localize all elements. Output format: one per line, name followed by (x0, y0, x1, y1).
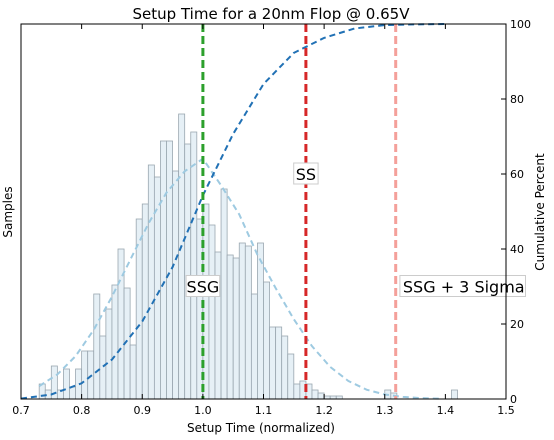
x-axis-label: Setup Time (normalized) (187, 421, 335, 435)
histogram-bar (232, 257, 240, 400)
y2-tick-label: 0 (510, 393, 517, 406)
y-axis-label: Samples (1, 186, 15, 237)
histogram-bar (172, 170, 180, 400)
x-tick-label: 1.4 (437, 404, 455, 417)
histogram-bar (208, 224, 216, 400)
histogram-bar (99, 335, 107, 400)
x-tick-label: 1.3 (376, 404, 394, 417)
histogram-bar (81, 350, 89, 400)
histogram-bar (63, 368, 70, 400)
marker-lines (201, 24, 398, 399)
histogram-bar (238, 242, 246, 400)
x-tick-label: 1.5 (497, 404, 515, 417)
y2-axis-label: Cumulative Percent (533, 153, 547, 271)
x-tick-label: 1.1 (255, 404, 273, 417)
histogram-bar (317, 392, 325, 400)
histogram-bar (311, 389, 319, 400)
histogram-bar (220, 188, 228, 400)
histogram-bar (141, 203, 149, 400)
x-tick-label: 0.7 (12, 404, 30, 417)
y2-tick-label: 80 (510, 93, 524, 106)
y2-tick-label: 100 (510, 18, 531, 31)
histogram-bar (263, 281, 270, 400)
annotation-box (185, 275, 221, 297)
y2-tick-label: 20 (510, 318, 524, 331)
histogram-bar (244, 245, 252, 400)
histogram-bar (275, 326, 283, 400)
x-tick-label: 0.9 (134, 404, 152, 417)
annotation-label: SSG + 3 Sigma (403, 278, 525, 297)
y2-tick-label: 60 (510, 168, 524, 181)
histogram-bar (178, 113, 186, 400)
histogram-bar (147, 164, 155, 400)
histogram-bar (214, 251, 222, 400)
histogram-bar (160, 140, 167, 400)
histogram-bar (269, 326, 277, 400)
annotation-label: SS (296, 165, 316, 184)
histogram-bar (250, 293, 258, 400)
histogram-bar (69, 386, 76, 400)
curve-lines (20, 23, 446, 400)
histogram-bar (257, 242, 264, 400)
histogram-bar (281, 335, 289, 400)
annotation-box (399, 275, 526, 297)
annotation-box (293, 162, 319, 185)
histogram-bar (293, 383, 301, 400)
histogram-bar (105, 308, 113, 400)
histogram-bar (117, 248, 125, 400)
annotation-label: SSG (187, 278, 220, 297)
histogram-bar (451, 389, 458, 400)
histogram-bar (129, 344, 137, 400)
histogram-bar (226, 254, 234, 400)
y2-axis-ticks: 0 20 40 60 80 100 (501, 18, 531, 406)
histogram-bar (111, 284, 119, 400)
histogram-bar (184, 143, 192, 400)
cumulative-percent-curve (20, 23, 446, 400)
histogram-bar (190, 131, 198, 400)
density-curve (38, 157, 440, 400)
x-tick-label: 1.2 (315, 404, 333, 417)
histogram-bar (287, 353, 295, 400)
histogram-bar (166, 140, 173, 400)
x-tick-label: 1.0 (194, 404, 212, 417)
annotations: SSG SS SSG + 3 Sigma (185, 162, 526, 297)
x-tick-label: 0.8 (73, 404, 91, 417)
y2-tick-label: 40 (510, 243, 524, 256)
x-axis-ticks: 0.7 0.8 0.9 1.0 1.1 1.2 1.3 1.4 1.5 (12, 24, 515, 417)
chart-title: Setup Time for a 20nm Flop @ 0.65V (133, 5, 411, 23)
histogram-bar (93, 293, 101, 400)
